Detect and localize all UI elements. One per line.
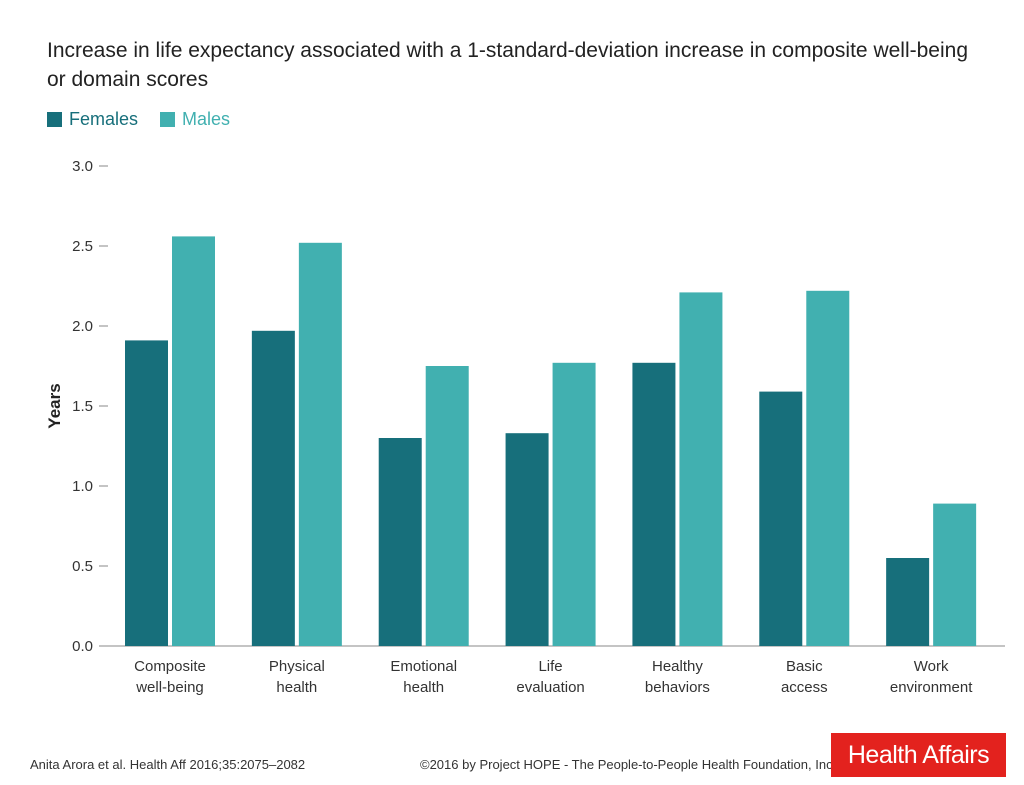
bar-chart: 0.0 0.5 1.0 1.5 2.0 2.5 3.0 Years Composite well-… <box>45 158 1005 696</box>
chart-title: Increase in life expectancy associated w… <box>47 39 968 91</box>
bar-males-6 <box>933 503 977 646</box>
y-axis-label: Years <box>45 383 64 428</box>
legend-label-females: Females <box>69 109 139 129</box>
legend-item-males: Males <box>160 109 230 130</box>
legend-swatch-males <box>160 112 176 127</box>
bar-females-0 <box>125 340 168 646</box>
bar-females-1 <box>251 330 295 646</box>
y-tick-label-1: 0.5 <box>72 558 93 575</box>
x-tick-label-4: Healthy behaviors <box>645 658 710 696</box>
health-affairs-logo: Health Affairs <box>831 733 1006 777</box>
copyright: ©2016 by Project HOPE - The People-to-Pe… <box>420 757 837 772</box>
y-tick-label-5: 2.5 <box>72 238 93 255</box>
x-tick-label-3: Life evaluation <box>516 658 584 696</box>
bar-males-2 <box>425 366 469 646</box>
y-tick-label-0: 0.0 <box>72 638 93 655</box>
y-tick-label-2: 1.0 <box>72 478 93 495</box>
bar-males-3 <box>552 362 596 646</box>
bar-females-3 <box>505 433 549 646</box>
y-tick-label-3: 1.5 <box>72 398 93 415</box>
x-tick-label-2: Emotional health <box>390 658 457 696</box>
citation: Anita Arora et al. Health Aff 2016;35:20… <box>30 757 306 772</box>
bar-males-4 <box>679 292 723 646</box>
legend: Females Males <box>47 109 252 130</box>
legend-swatch-females <box>47 112 62 127</box>
bar-females-2 <box>378 438 422 646</box>
x-tick-label-5: Basic access <box>781 658 828 696</box>
y-tick-label-6: 3.0 <box>72 158 93 175</box>
legend-item-females: Females <box>47 109 138 130</box>
bar-females-5 <box>759 391 803 646</box>
legend-label-males: Males <box>182 109 231 129</box>
y-tick-label-4: 2.0 <box>72 318 93 335</box>
bar-males-5 <box>806 290 850 646</box>
x-tick-label-6: Work environment <box>890 658 973 696</box>
bar-females-4 <box>632 362 676 646</box>
x-tick-label-0: Composite well-being <box>134 658 206 696</box>
bar-males-0 <box>172 236 215 646</box>
x-tick-label-1: Physical health <box>269 658 325 696</box>
bar-males-1 <box>298 242 342 647</box>
bar-females-6 <box>886 558 930 646</box>
